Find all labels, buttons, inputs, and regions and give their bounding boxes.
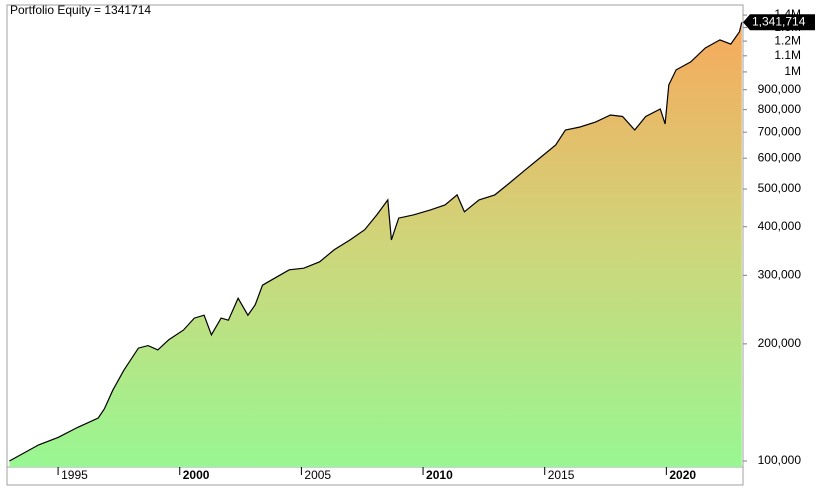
x-tick-label: 2015 <box>548 468 575 482</box>
x-tick-label: 2000 <box>183 468 210 482</box>
y-tick-label: 600,000 <box>758 150 802 164</box>
y-tick-label: 700,000 <box>758 124 802 138</box>
last-value-label: 1,341,714 <box>752 14 806 28</box>
x-tick-label: 1995 <box>61 468 88 482</box>
last-value-tag <box>743 14 815 31</box>
y-tick-label: 500,000 <box>758 181 802 195</box>
chart-title: Portfolio Equity = 1341714 <box>10 3 151 17</box>
y-tick-label: 400,000 <box>758 219 802 233</box>
y-tick-label: 200,000 <box>758 336 802 350</box>
y-tick-label: 100,000 <box>758 453 802 467</box>
x-tick-label: 2005 <box>304 468 331 482</box>
y-tick-label: 300,000 <box>758 268 802 282</box>
y-tick-label: 1.2M <box>774 33 801 47</box>
equity-line <box>9 22 743 462</box>
y-tick-label: 1M <box>784 64 801 78</box>
y-tick-label: 800,000 <box>758 102 802 116</box>
y-tick-label: 900,000 <box>758 82 802 96</box>
x-tick-label: 2010 <box>426 468 453 482</box>
x-tick-label: 2020 <box>669 468 696 482</box>
equity-area <box>9 22 742 468</box>
x-axis-band <box>6 466 744 486</box>
y-tick-label: 1.1M <box>774 48 801 62</box>
